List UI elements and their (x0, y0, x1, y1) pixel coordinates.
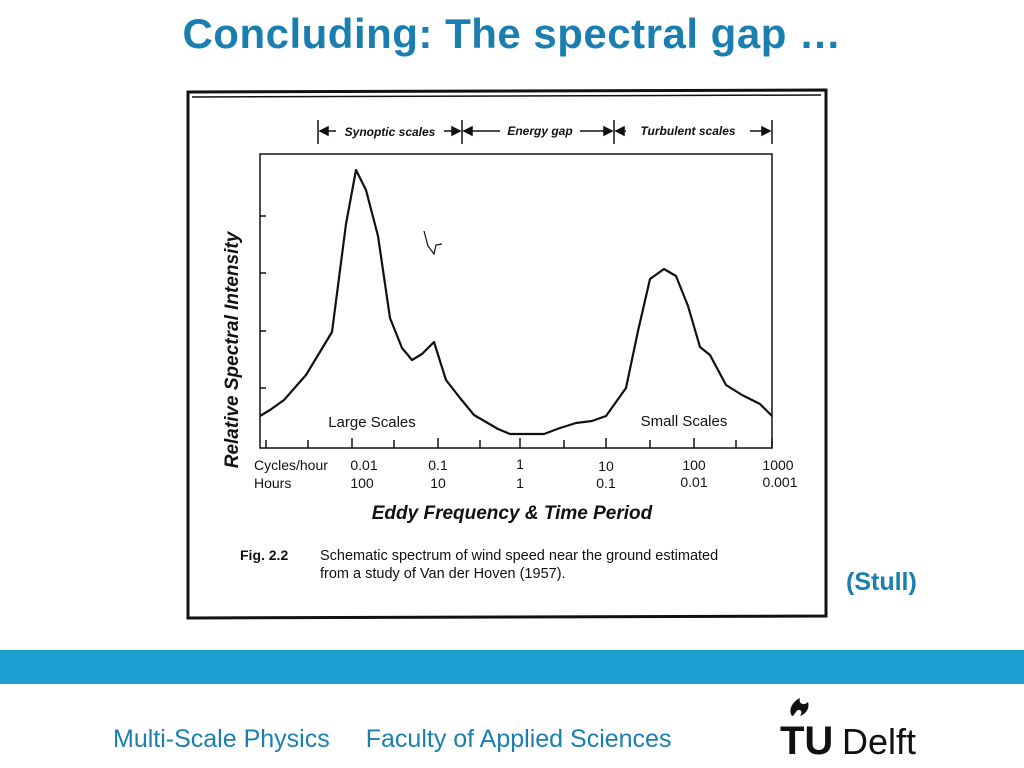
spectrum-figure: Synoptic scales Energy gap Turbulent sca… (186, 88, 830, 620)
slide-title: Concluding: The spectral gap … (182, 10, 842, 57)
hours-row-label: Hours (254, 475, 291, 491)
x-axis-label: Eddy Frequency & Time Period (372, 503, 653, 524)
flame-icon (790, 698, 809, 716)
citation: (Stull) (846, 568, 917, 596)
annotation-small-scales: Small Scales (641, 413, 728, 430)
annotation-large-scales: Large Scales (328, 414, 416, 431)
hours-tick-label: 10 (430, 475, 446, 491)
band-label-turbulent: Turbulent scales (640, 124, 735, 138)
caption-line-1: Schematic spectrum of wind speed near th… (320, 548, 718, 564)
tudelft-logo-svg: TU Delft (780, 698, 916, 763)
pen-mark (423, 230, 443, 256)
y-ticks (260, 215, 266, 389)
band-arrowhead (603, 125, 614, 137)
logo-tu: TU (780, 719, 833, 760)
x-axis-rows: Cycles/hour Hours 0.01 0.1 1 10 100 1000… (254, 456, 798, 491)
caption-label: Fig. 2.2 (240, 547, 288, 563)
band-arrowhead (614, 125, 625, 137)
logo-delft: Delft (842, 721, 916, 760)
tudelft-logo: TU Delft (780, 696, 950, 763)
hours-tick-label: 0.001 (762, 474, 797, 490)
band-arrowhead (318, 125, 329, 137)
figure-inner-border (191, 94, 822, 98)
hours-tick-label: 100 (350, 475, 374, 491)
hours-tick-label: 0.1 (596, 475, 616, 491)
cycles-tick-label: 0.01 (350, 457, 377, 473)
y-axis-label: Relative Spectral Intensity (222, 230, 243, 468)
scale-bands (317, 120, 773, 144)
band-arrowhead (462, 125, 473, 137)
figure-border (186, 88, 828, 620)
footer-faculty: Faculty of Applied Sciences (365, 725, 672, 753)
cycles-tick-label: 1 (516, 456, 524, 472)
band-arrowhead (761, 125, 772, 137)
cycles-tick-label: 10 (598, 458, 614, 474)
plot-area (259, 153, 773, 449)
band-arrowhead (451, 125, 462, 137)
cycles-row-label: Cycles/hour (254, 457, 328, 473)
footer-text: Multi-Scale Physics Faculty of Applied Sc… (113, 725, 707, 754)
spectrum-curve (259, 168, 773, 436)
hours-tick-label: 1 (516, 475, 524, 491)
hours-tick-label: 0.01 (680, 474, 707, 490)
cycles-tick-label: 0.1 (428, 457, 448, 473)
x-ticks (265, 438, 773, 448)
footer-group: Multi-Scale Physics (113, 725, 330, 753)
spectrum-figure-svg: Synoptic scales Energy gap Turbulent sca… (186, 88, 828, 620)
cycles-tick-label: 1000 (762, 457, 793, 473)
footer-band (0, 650, 1024, 684)
band-label-synoptic: Synoptic scales (345, 125, 436, 139)
band-label-gap: Energy gap (507, 124, 572, 138)
caption-line-2: from a study of Van der Hoven (1957). (320, 566, 566, 582)
cycles-tick-label: 100 (682, 457, 706, 473)
